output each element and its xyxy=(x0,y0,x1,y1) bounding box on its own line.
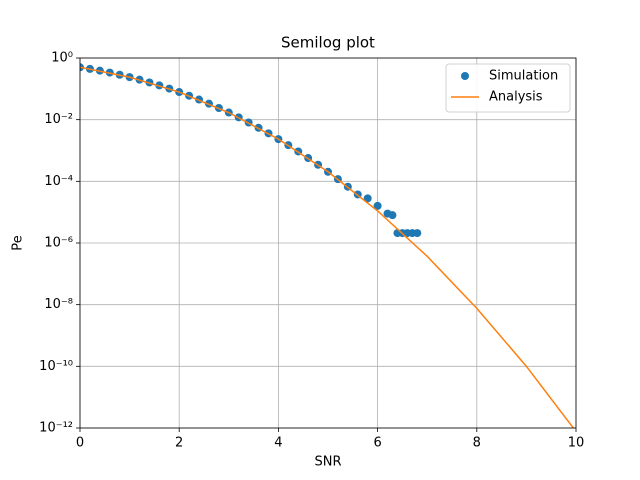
legend-label: Simulation xyxy=(489,69,558,84)
x-axis-label: SNR xyxy=(314,455,341,470)
data-point xyxy=(413,229,422,238)
grid xyxy=(79,57,577,429)
x-tick-label: 0 xyxy=(76,436,84,451)
chart-title: Semilog plot xyxy=(281,34,375,52)
y-tick-label: 10⁻² xyxy=(44,112,73,127)
y-tick-label: 10⁻¹⁰ xyxy=(39,359,73,374)
x-tick-label: 6 xyxy=(373,436,381,451)
y-tick-label: 10⁻⁸ xyxy=(44,297,73,312)
y-tick-label: 10⁻⁶ xyxy=(44,236,73,251)
y-tick-label: 10⁻⁴ xyxy=(44,174,73,189)
x-tick-label: 4 xyxy=(274,436,282,451)
legend: Simulation Analysis xyxy=(445,63,571,113)
legend-label: Analysis xyxy=(489,90,543,105)
data-point xyxy=(373,201,382,210)
y-tick-label: 10⁻¹² xyxy=(39,421,73,436)
data-point xyxy=(363,194,372,203)
y-tick-label: 10⁰ xyxy=(51,51,73,66)
ticks: 0 2 4 6 8 10 10⁻¹² 10⁻¹⁰ 10⁻⁸ 10⁻⁶ 10⁻⁴ 10⁻² 10⁰ xyxy=(39,51,584,451)
legend-marker xyxy=(461,72,469,80)
x-tick-label: 8 xyxy=(473,436,481,451)
y-axis-label: Pe xyxy=(11,235,26,250)
x-tick-label: 2 xyxy=(175,436,183,451)
x-tick-label: 10 xyxy=(568,436,585,451)
data-line xyxy=(80,66,575,428)
data-point xyxy=(388,211,397,220)
legend-box xyxy=(445,63,571,113)
plot-area xyxy=(80,63,575,428)
